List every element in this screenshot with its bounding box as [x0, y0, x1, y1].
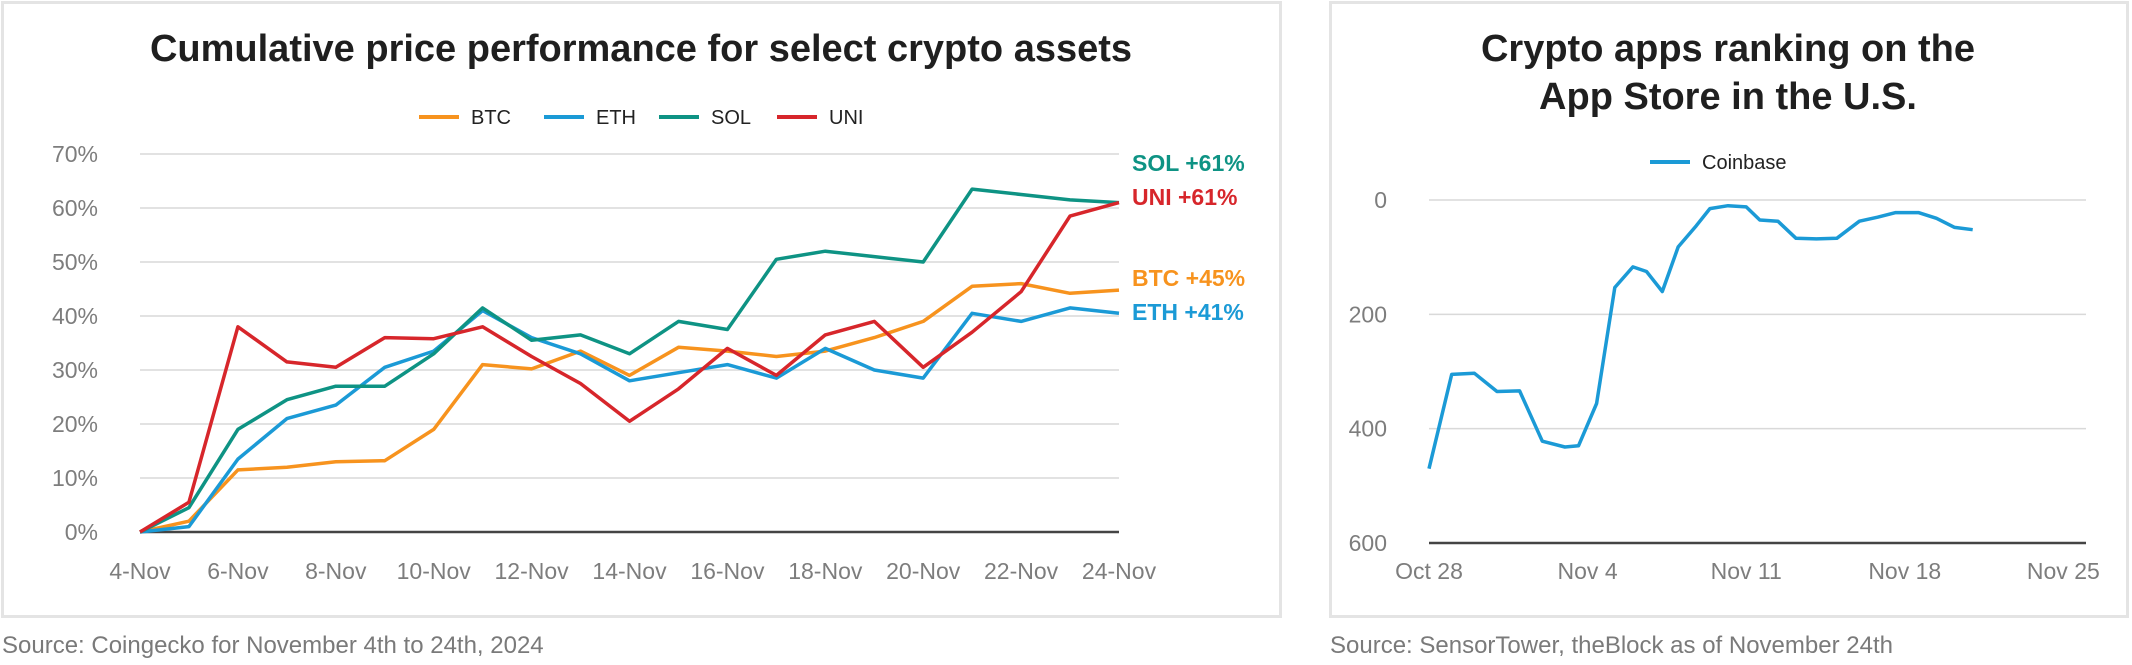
x-tick-label: Nov 11: [1711, 558, 1782, 584]
legend-label-uni: UNI: [829, 107, 863, 129]
source-note: Source: Coingecko for November 4th to 24…: [2, 632, 544, 659]
legend-label-eth: ETH: [596, 107, 636, 129]
x-tick-label: 16-Nov: [690, 558, 765, 584]
x-tick-label: 6-Nov: [207, 558, 269, 584]
x-tick-label: 14-Nov: [592, 558, 667, 584]
series-line-uni: [139, 200, 1120, 534]
end-label-uni: UNI +61%: [1132, 184, 1237, 210]
x-tick-label: Oct 28: [1395, 558, 1463, 584]
y-tick-label: 30%: [52, 357, 98, 383]
y-tick-label: 60%: [52, 195, 98, 221]
x-tick-label: Nov 25: [2027, 558, 2100, 584]
y-tick-label: 400: [1349, 416, 1387, 442]
x-tick-label: 4-Nov: [109, 558, 171, 584]
legend: BTC ETH SOL UNI: [419, 107, 863, 129]
y-tick-label: 0%: [65, 519, 98, 545]
x-tick-label: 20-Nov: [886, 558, 961, 584]
y-tick-label: 10%: [52, 465, 98, 491]
series-line-sol: [139, 187, 1120, 534]
x-tick-label: 24-Nov: [1082, 558, 1157, 584]
end-label-eth: ETH +41%: [1132, 299, 1244, 325]
legend-label-coinbase: Coinbase: [1702, 152, 1787, 174]
app-ranking-panel: Crypto apps ranking on the App Store in …: [1329, 1, 2129, 618]
y-tick-label: 0: [1374, 187, 1387, 213]
legend-label-btc: BTC: [471, 107, 511, 129]
source-note: Source: SensorTower, theBlock as of Nove…: [1330, 632, 1893, 659]
x-tick-label: 22-Nov: [984, 558, 1059, 584]
y-tick-label: 70%: [52, 141, 98, 167]
x-tick-label: 18-Nov: [788, 558, 863, 584]
series-line-coinbase: [1427, 203, 1973, 470]
price-performance-panel: Cumulative price performance for select …: [1, 1, 1282, 618]
end-label-sol: SOL +61%: [1132, 150, 1245, 176]
chart-title-line-2: App Store in the U.S.: [1539, 76, 1917, 118]
y-tick-label: 600: [1349, 530, 1387, 556]
y-tick-label: 20%: [52, 411, 98, 437]
chart-title-line-1: Crypto apps ranking on the: [1481, 28, 1975, 70]
x-tick-label: 10-Nov: [397, 558, 472, 584]
x-tick-label: Nov 4: [1558, 558, 1618, 584]
x-tick-label: Nov 18: [1868, 558, 1941, 584]
app-ranking-chart: Crypto apps ranking on the App Store in …: [1349, 28, 2100, 584]
y-tick-label: 50%: [52, 249, 98, 275]
y-tick-label: 40%: [52, 303, 98, 329]
chart-title: Cumulative price performance for select …: [150, 28, 1132, 70]
series-line-eth: [139, 306, 1120, 534]
series-line-btc: [139, 281, 1120, 534]
end-label-btc: BTC +45%: [1132, 265, 1245, 291]
y-tick-label: 200: [1349, 301, 1387, 327]
price-performance-chart: Cumulative price performance for select …: [52, 28, 1245, 584]
x-tick-label: 8-Nov: [305, 558, 367, 584]
legend-label-sol: SOL: [711, 107, 751, 129]
x-tick-label: 12-Nov: [495, 558, 570, 584]
legend: Coinbase: [1650, 152, 1787, 174]
